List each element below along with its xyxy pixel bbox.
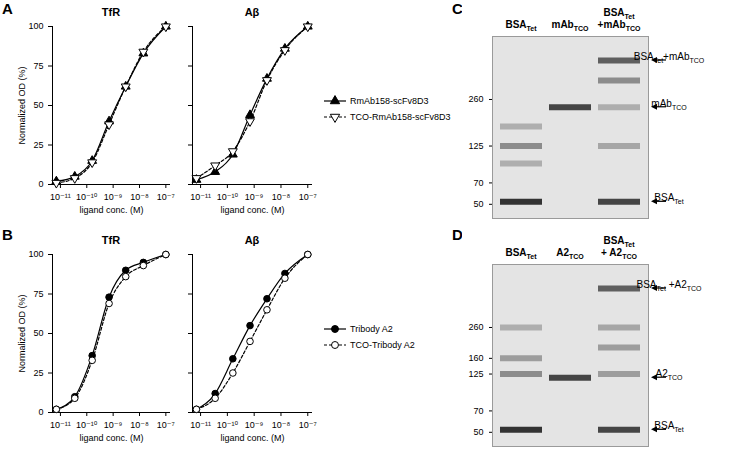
html-text:TfR: TfR bbox=[101, 6, 121, 18]
html-text:B: B bbox=[2, 226, 13, 243]
svg-text:ligand conc. (M): ligand conc. (M) bbox=[79, 433, 143, 443]
svg-text:BSATet: BSATet bbox=[603, 235, 635, 248]
html-text:Aβ: Aβ bbox=[244, 6, 260, 18]
svg-text:50: 50 bbox=[473, 199, 483, 209]
svg-text:10⁻¹¹: 10⁻¹¹ bbox=[50, 420, 71, 430]
svg-text:10⁻⁹: 10⁻⁹ bbox=[104, 420, 123, 430]
svg-text:BSATet: BSATet bbox=[603, 7, 635, 20]
svg-text:10⁻⁸: 10⁻⁸ bbox=[130, 192, 149, 202]
svg-text:Normalized OD (%): Normalized OD (%) bbox=[17, 294, 27, 372]
svg-text:100: 100 bbox=[28, 249, 43, 259]
svg-text:75: 75 bbox=[33, 61, 43, 71]
svg-text:BSATet: BSATet bbox=[505, 247, 537, 260]
svg-text:260: 260 bbox=[468, 94, 483, 104]
html-text:Aβ: Aβ bbox=[244, 234, 260, 246]
svg-text:RmAb158-scFv8D3: RmAb158-scFv8D3 bbox=[350, 96, 429, 106]
svg-text:A2TCO: A2TCO bbox=[655, 368, 683, 381]
svg-text:10⁻¹¹: 10⁻¹¹ bbox=[190, 420, 211, 430]
svg-text:10⁻⁹: 10⁻⁹ bbox=[104, 192, 123, 202]
svg-text:0: 0 bbox=[38, 407, 43, 417]
html-text:TfR: TfR bbox=[101, 234, 121, 246]
svg-text:125: 125 bbox=[468, 141, 483, 151]
svg-text:10⁻⁸: 10⁻⁸ bbox=[130, 420, 149, 430]
svg-text:10⁻⁸: 10⁻⁸ bbox=[272, 420, 291, 430]
svg-text:Tribody A2: Tribody A2 bbox=[350, 324, 393, 334]
svg-text:TCO-Tribody A2: TCO-Tribody A2 bbox=[350, 340, 415, 350]
svg-text:50: 50 bbox=[33, 100, 43, 110]
svg-text:25: 25 bbox=[33, 368, 43, 378]
svg-text:75: 75 bbox=[33, 289, 43, 299]
svg-text:70: 70 bbox=[473, 406, 483, 416]
svg-text:ligand conc. (M): ligand conc. (M) bbox=[220, 433, 284, 443]
svg-text:125: 125 bbox=[468, 369, 483, 379]
svg-text:BSATet+mAbTCO: BSATet+mAbTCO bbox=[634, 51, 705, 64]
svg-text:70: 70 bbox=[473, 178, 483, 188]
svg-text:+ A2TCO: + A2TCO bbox=[601, 247, 637, 260]
html-text:C: C bbox=[452, 0, 463, 17]
svg-text:260: 260 bbox=[468, 322, 483, 332]
svg-text:mAbTCO: mAbTCO bbox=[551, 19, 589, 32]
svg-text:BSATet +A2TCO: BSATet +A2TCO bbox=[637, 279, 703, 292]
svg-text:100: 100 bbox=[28, 21, 43, 31]
svg-text:0: 0 bbox=[38, 179, 43, 189]
svg-text:A2TCO: A2TCO bbox=[556, 247, 584, 260]
svg-text:10⁻⁷: 10⁻⁷ bbox=[299, 420, 317, 430]
svg-text:10⁻⁹: 10⁻⁹ bbox=[245, 420, 264, 430]
svg-text:50: 50 bbox=[473, 427, 483, 437]
svg-text:10⁻¹⁰: 10⁻¹⁰ bbox=[76, 192, 98, 202]
svg-text:25: 25 bbox=[33, 140, 43, 150]
svg-text:+mAbTCO: +mAbTCO bbox=[598, 19, 641, 32]
svg-text:BSATet: BSATet bbox=[654, 420, 683, 433]
svg-text:10⁻¹⁰: 10⁻¹⁰ bbox=[217, 420, 239, 430]
svg-text:BSATet: BSATet bbox=[505, 19, 537, 32]
svg-text:160: 160 bbox=[468, 353, 483, 363]
svg-text:ligand conc. (M): ligand conc. (M) bbox=[79, 205, 143, 215]
svg-text:10⁻¹¹: 10⁻¹¹ bbox=[190, 192, 211, 202]
svg-text:mAbTCO: mAbTCO bbox=[651, 98, 687, 111]
svg-text:10⁻¹⁰: 10⁻¹⁰ bbox=[76, 420, 98, 430]
svg-text:10⁻⁸: 10⁻⁸ bbox=[272, 192, 291, 202]
svg-text:10⁻¹⁰: 10⁻¹⁰ bbox=[217, 192, 239, 202]
html-text:A: A bbox=[2, 0, 13, 17]
svg-text:ligand conc. (M): ligand conc. (M) bbox=[220, 205, 284, 215]
svg-text:BSATet: BSATet bbox=[654, 192, 683, 205]
svg-text:10⁻⁷: 10⁻⁷ bbox=[157, 420, 175, 430]
svg-text:10⁻⁹: 10⁻⁹ bbox=[245, 192, 264, 202]
svg-text:50: 50 bbox=[33, 328, 43, 338]
svg-text:10⁻¹¹: 10⁻¹¹ bbox=[50, 192, 71, 202]
svg-text:10⁻⁷: 10⁻⁷ bbox=[157, 192, 175, 202]
svg-text:10⁻⁷: 10⁻⁷ bbox=[299, 192, 317, 202]
svg-text:TCO-RmAb158-scFv8D3: TCO-RmAb158-scFv8D3 bbox=[350, 112, 451, 122]
svg-text:Normalized OD (%): Normalized OD (%) bbox=[17, 66, 27, 144]
html-text:D: D bbox=[452, 226, 463, 243]
